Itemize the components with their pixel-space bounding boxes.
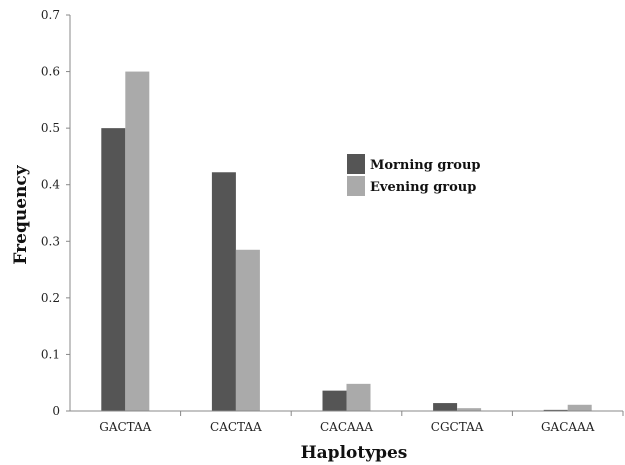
bar-gactaa-morning-group xyxy=(101,128,126,411)
y-tick-label: 0.5 xyxy=(41,121,60,135)
bar-gacaaa-evening-group xyxy=(567,404,592,411)
bar-gacaaa-morning-group xyxy=(543,409,568,411)
bar-cacaaa-morning-group xyxy=(322,390,347,411)
y-tick-label: 0.4 xyxy=(41,178,60,192)
legend: Morning group Evening group xyxy=(347,154,481,196)
x-tick-label: GACTAA xyxy=(99,420,151,434)
x-tick-label: GACAAA xyxy=(541,420,595,434)
legend-label: Evening group xyxy=(370,180,476,195)
y-tick-label: 0.2 xyxy=(41,291,60,305)
y-tick-label: 0.3 xyxy=(41,234,60,248)
x-tick-label: CGCTAA xyxy=(431,420,484,434)
y-axis-title: Frequency xyxy=(11,164,31,264)
x-tick-label: CACTAA xyxy=(210,420,262,434)
y-tick-label: 0 xyxy=(52,404,60,418)
y-axis-ticks: 0 0.1 0.2 0.3 0.4 0.5 0.6 0.7 xyxy=(41,8,70,418)
legend-label: Morning group xyxy=(370,158,481,173)
bar-cgctaa-morning-group xyxy=(433,403,458,411)
bar-cgctaa-evening-group xyxy=(457,408,482,411)
x-axis-title: Haplotypes xyxy=(301,443,408,463)
bar-cactaa-evening-group xyxy=(235,249,260,411)
y-tick-label: 0.1 xyxy=(41,347,60,361)
x-tick-label: CACAAA xyxy=(320,420,373,434)
y-tick-label: 0.6 xyxy=(41,65,60,79)
bar-cactaa-morning-group xyxy=(211,172,236,411)
bars xyxy=(101,71,592,412)
y-tick-label: 0.7 xyxy=(41,8,60,22)
legend-swatch-evening-group xyxy=(347,176,365,196)
bar-cacaaa-evening-group xyxy=(346,383,371,411)
legend-swatch-morning-group xyxy=(347,154,365,174)
x-axis-ticks: GACTAA CACTAA CACAAA CGCTAA GACAAA xyxy=(99,411,624,434)
bar-gactaa-evening-group xyxy=(125,71,150,412)
